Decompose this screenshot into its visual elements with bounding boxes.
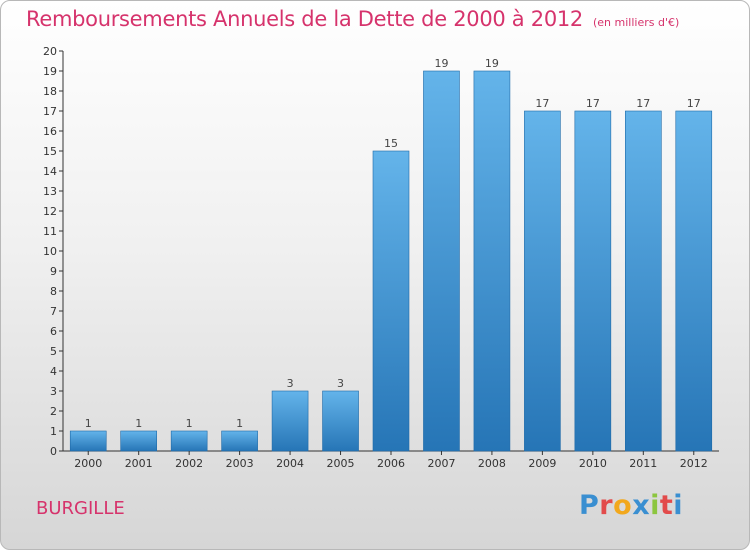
x-tick-label: 2000 <box>74 457 102 470</box>
bar-value-label: 1 <box>135 417 142 430</box>
bar-value-label: 3 <box>337 377 344 390</box>
x-tick-label: 2005 <box>327 457 355 470</box>
bar-2010 <box>574 110 612 452</box>
y-tick-label: 2 <box>50 405 57 418</box>
logo-letter: P <box>579 490 600 521</box>
bar-value-label: 17 <box>687 97 701 110</box>
logo-letter: i <box>673 490 684 521</box>
y-tick-label: 19 <box>43 65 57 78</box>
chart-title: Remboursements Annuels de la Dette de 20… <box>26 7 679 31</box>
y-tick-label: 20 <box>43 45 57 58</box>
y-tick-label: 6 <box>50 325 57 338</box>
bar-2004 <box>271 390 309 452</box>
y-tick-label: 13 <box>43 185 57 198</box>
y-tick-label: 10 <box>43 245 57 258</box>
logo-letter: o <box>613 490 633 521</box>
y-tick-label: 4 <box>50 365 57 378</box>
x-tick-label: 2002 <box>175 457 203 470</box>
x-tick-label: 2006 <box>377 457 405 470</box>
logo-letter: t <box>659 490 674 521</box>
x-tick-label: 2010 <box>579 457 607 470</box>
y-tick-label: 5 <box>50 345 57 358</box>
bar-value-label: 1 <box>236 417 243 430</box>
bar-value-label: 17 <box>535 97 549 110</box>
y-tick-label: 3 <box>50 385 57 398</box>
chart-title-text: Remboursements Annuels de la Dette de 20… <box>26 7 583 31</box>
y-tick-label: 8 <box>50 285 57 298</box>
y-tick-label: 11 <box>43 225 57 238</box>
bar-2007 <box>423 70 460 452</box>
bar-value-label: 3 <box>287 377 294 390</box>
bar-2012 <box>675 110 713 452</box>
bar-2002 <box>170 430 208 452</box>
logo-letter: i <box>650 490 660 521</box>
proxiti-logo[interactable]: Proxiti <box>579 490 683 521</box>
x-tick-label: 2004 <box>276 457 304 470</box>
x-tick-label: 2011 <box>629 457 657 470</box>
chart-subtitle: (en milliers d'€) <box>593 16 680 29</box>
bar-2000 <box>69 430 107 452</box>
logo-letter: x <box>632 490 651 521</box>
bar-value-label: 17 <box>636 97 650 110</box>
y-tick-label: 17 <box>43 105 57 118</box>
y-tick-label: 18 <box>43 85 57 98</box>
bar-2006 <box>372 150 410 452</box>
bar-2011 <box>625 110 662 452</box>
y-tick-label: 14 <box>43 165 57 178</box>
bar-value-label: 17 <box>586 97 600 110</box>
y-tick-label: 16 <box>43 125 57 138</box>
bar-2008 <box>473 70 511 452</box>
bar-value-label: 19 <box>485 57 499 70</box>
y-tick-label: 7 <box>50 305 57 318</box>
x-tick-label: 2003 <box>226 457 254 470</box>
bar-value-label: 1 <box>186 417 193 430</box>
bar-value-label: 1 <box>85 417 92 430</box>
y-tick-label: 1 <box>50 425 57 438</box>
y-tick-label: 9 <box>50 265 57 278</box>
bar-2009 <box>524 110 561 452</box>
x-tick-label: 2007 <box>427 457 455 470</box>
bar-2005 <box>322 390 359 452</box>
y-tick-label: 15 <box>43 145 57 158</box>
bar-2001 <box>120 430 157 452</box>
x-tick-label: 2001 <box>125 457 153 470</box>
bar-value-label: 19 <box>434 57 448 70</box>
x-tick-label: 2008 <box>478 457 506 470</box>
y-tick-label: 12 <box>43 205 57 218</box>
x-tick-label: 2012 <box>680 457 708 470</box>
bar-value-label: 15 <box>384 137 398 150</box>
commune-name: BURGILLE <box>36 498 125 519</box>
x-tick-label: 2009 <box>528 457 556 470</box>
logo-letter: r <box>599 490 614 521</box>
y-tick-label: 0 <box>50 445 57 458</box>
bar-2003 <box>221 430 258 452</box>
